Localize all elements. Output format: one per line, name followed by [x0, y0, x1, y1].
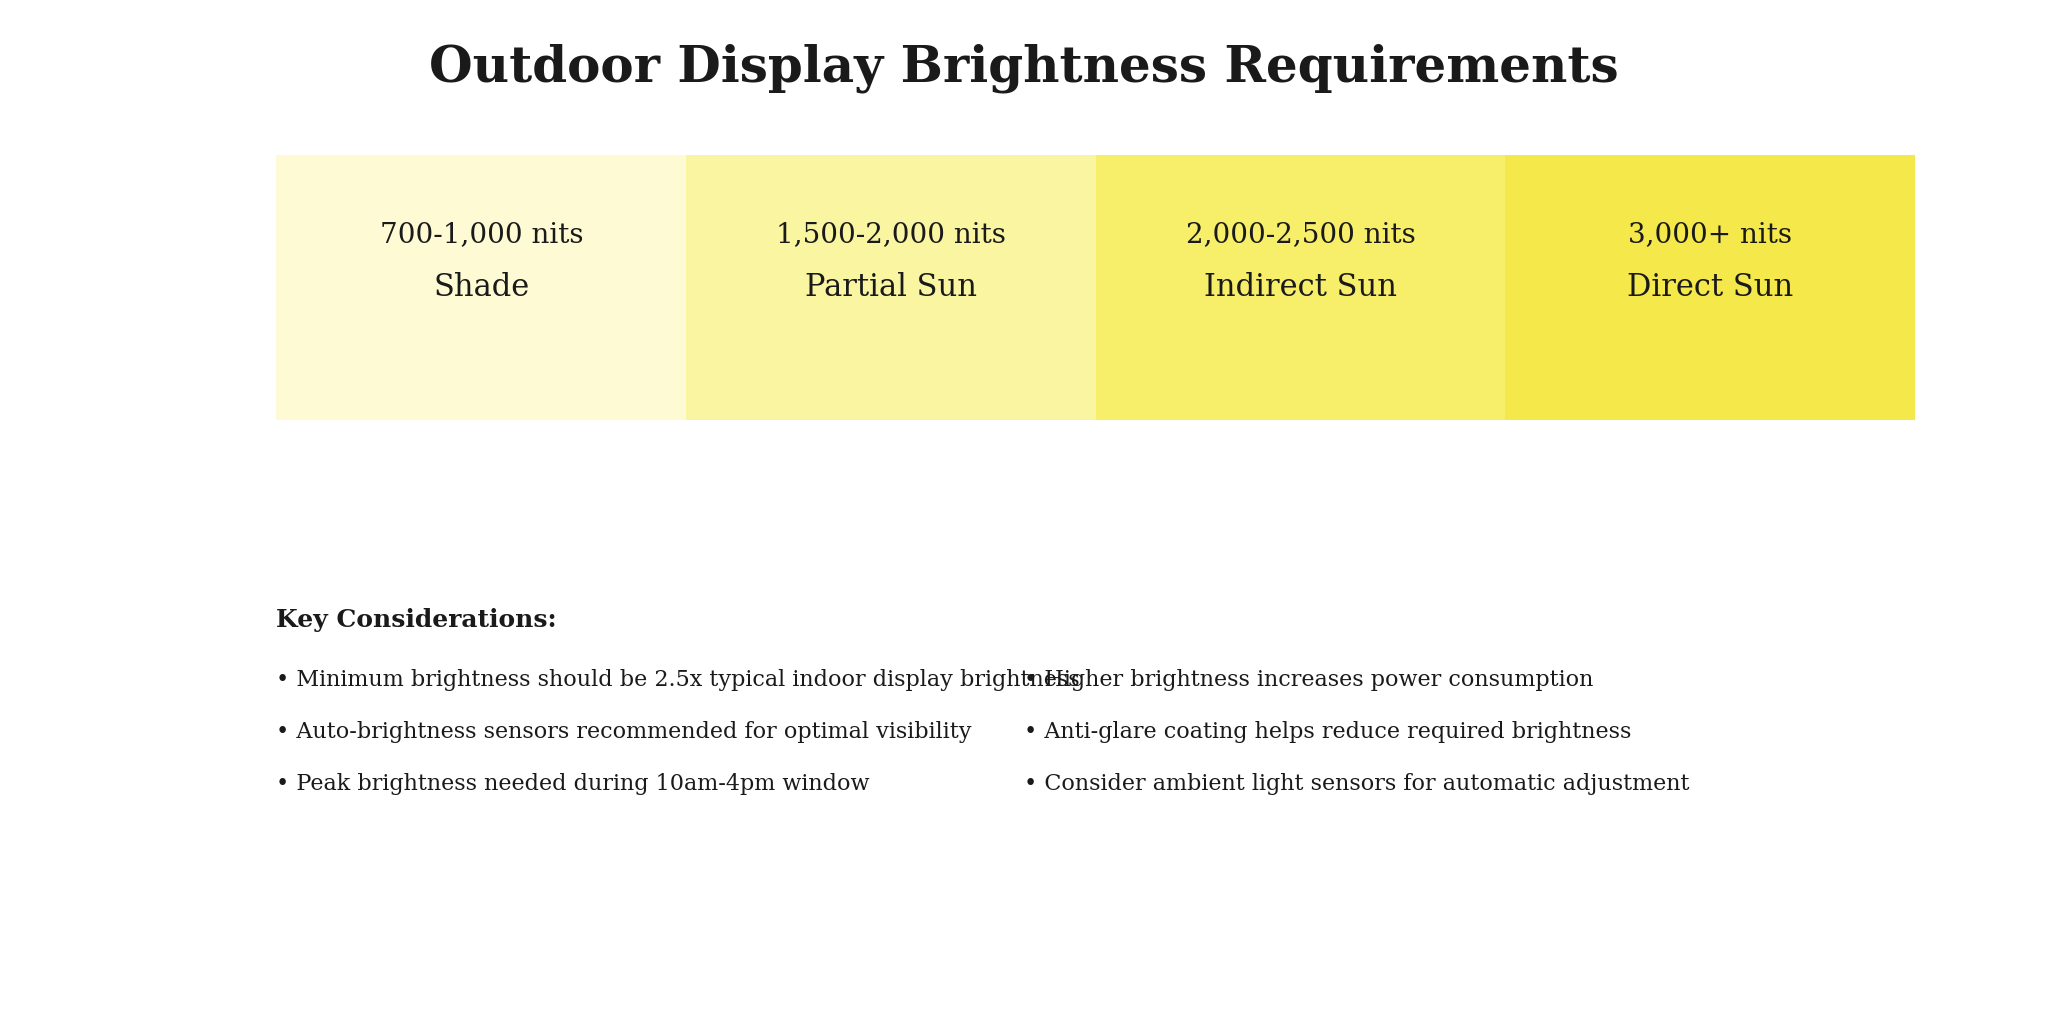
Text: Indirect Sun: Indirect Sun [1204, 272, 1397, 303]
Bar [276, 155, 686, 420]
Text: Outdoor Display Brightness Requirements: Outdoor Display Brightness Requirements [430, 43, 1618, 93]
Text: Partial Sun: Partial Sun [805, 272, 977, 303]
Text: • Consider ambient light sensors for automatic adjustment: • Consider ambient light sensors for aut… [1024, 773, 1690, 795]
Text: • Minimum brightness should be 2.5x typical indoor display brightness: • Minimum brightness should be 2.5x typi… [276, 669, 1079, 691]
Bar [686, 155, 1096, 420]
Text: • Higher brightness increases power consumption: • Higher brightness increases power cons… [1024, 669, 1593, 691]
Bar [1096, 155, 1505, 420]
Text: Shade: Shade [434, 272, 528, 303]
Text: • Anti-glare coating helps reduce required brightness: • Anti-glare coating helps reduce requir… [1024, 721, 1632, 743]
Text: 2,000-2,500 nits: 2,000-2,500 nits [1186, 221, 1415, 249]
Text: 700-1,000 nits: 700-1,000 nits [379, 221, 584, 249]
Text: 1,500-2,000 nits: 1,500-2,000 nits [776, 221, 1006, 249]
Text: Key Considerations:: Key Considerations: [276, 608, 557, 632]
Bar [1505, 155, 1915, 420]
Text: • Peak brightness needed during 10am-4pm window: • Peak brightness needed during 10am-4pm… [276, 773, 870, 795]
Text: Direct Sun: Direct Sun [1626, 272, 1794, 303]
Text: • Auto-brightness sensors recommended for optimal visibility: • Auto-brightness sensors recommended fo… [276, 721, 973, 743]
Text: 3,000+ nits: 3,000+ nits [1628, 221, 1792, 249]
